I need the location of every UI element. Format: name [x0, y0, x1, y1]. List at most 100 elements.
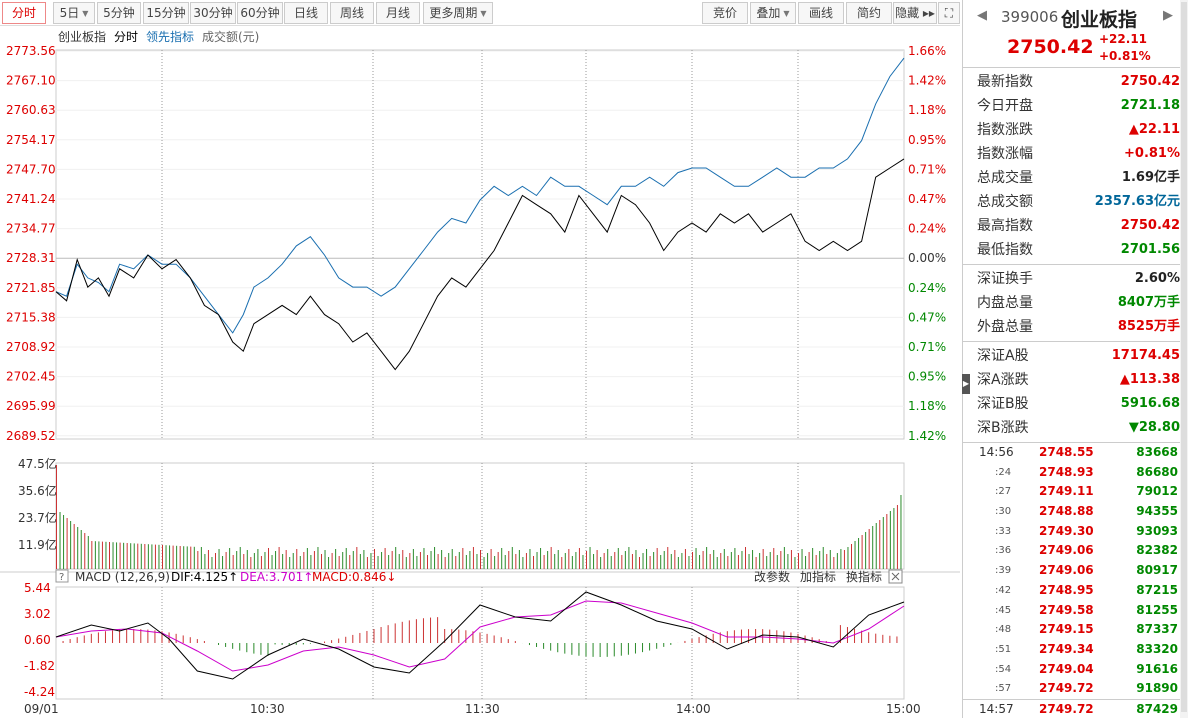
tick-row: :30 2748.88 94355: [963, 502, 1188, 522]
y-left-label: 2708.92: [6, 340, 56, 354]
macd-button[interactable]: 换指标: [846, 569, 882, 584]
tick-price: 2748.55: [1039, 445, 1094, 459]
simple-mode-button[interactable]: 简约: [846, 2, 892, 24]
tick-row: :33 2749.30 93093: [963, 522, 1188, 542]
y-right-label: 0.24%: [908, 222, 946, 236]
y-right-label: 0.47%: [908, 192, 946, 206]
tick-time: :24: [995, 466, 1012, 478]
x-axis-label: 14:00: [676, 702, 711, 716]
macd-value-label: MACD:0.846↓: [312, 570, 396, 584]
tick-time: :45: [995, 604, 1012, 616]
tick-price: 2749.72: [1039, 681, 1094, 696]
auction-button[interactable]: 竞价: [702, 2, 748, 24]
tick-time: :51: [995, 643, 1012, 655]
macd-dif-line: [55, 591, 905, 680]
tick-volume: 79012: [1136, 484, 1178, 499]
lead-indicator-line: [55, 57, 905, 334]
volume-y-label: 11.9亿: [18, 537, 57, 552]
tick-price: 2749.11: [1039, 484, 1094, 499]
stat-row: 最高指数 2750.42: [963, 214, 1188, 238]
stat-label: 深A涨跌: [977, 372, 1029, 388]
y-left-label: 2721.85: [6, 281, 56, 295]
stat-label: 指数涨跌: [977, 122, 1033, 138]
y-left-label: 2689.52: [6, 429, 56, 443]
tick-volume: 80917: [1136, 563, 1178, 578]
tick-list[interactable]: 14:56 2748.55 83668:24 2748.93 86680:27 2749.…: [963, 443, 1188, 718]
x-axis-label: 11:30: [465, 702, 500, 716]
macd-chart-frame: [55, 586, 905, 700]
tab-label: 日线: [293, 6, 318, 20]
stat-label: 外盘总量: [977, 319, 1033, 335]
intraday-chart[interactable]: 创业板指 分时 领先指标 成交额(元) 2773.56 2767.10 2760.63 275…: [0, 27, 960, 718]
tick-price: 2749.15: [1039, 622, 1094, 637]
y-left-label: 2773.56: [6, 44, 56, 58]
tab-5day[interactable]: 5日 ▼: [53, 2, 95, 24]
tab-monthly[interactable]: 月线: [376, 2, 420, 24]
tab-more-periods[interactable]: 更多周期 ▼: [423, 2, 493, 24]
tick-row: :57 2749.72 91890: [963, 679, 1188, 699]
tick-time: :30: [995, 506, 1012, 518]
volume-y-label: 47.5亿: [18, 456, 57, 471]
y-right-label: 0.47%: [908, 310, 946, 324]
stat-label: 最低指数: [977, 242, 1033, 258]
tick-volume: 93093: [1136, 523, 1178, 538]
expand-icon[interactable]: ⛶: [938, 2, 960, 24]
tick-volume: 83320: [1136, 641, 1178, 656]
stat-value: +0.81%: [1124, 146, 1180, 161]
stat-row: 深B涨跌 ▼28.80: [963, 416, 1188, 440]
chevron-down-icon: ▼: [82, 9, 89, 18]
tick-price: 2748.95: [1039, 582, 1094, 597]
macd-button[interactable]: 加指标: [800, 569, 836, 584]
stat-label: 指数涨幅: [977, 146, 1033, 162]
stat-row: 外盘总量 8525万手: [963, 315, 1188, 339]
tick-row: 14:56 2748.55 83668: [963, 443, 1188, 463]
tick-time: :54: [995, 663, 1012, 675]
y-right-label: 1.42%: [908, 429, 946, 443]
help-icon-glyph: ?: [59, 572, 64, 583]
tick-price: 2748.88: [1039, 504, 1094, 519]
legend-item: 创业板指: [58, 29, 106, 44]
y-left-label: 2728.31: [6, 251, 56, 265]
button-label: 简约: [856, 6, 881, 20]
tab-label: 月线: [385, 6, 410, 20]
tab-60min[interactable]: 60分钟: [237, 2, 283, 24]
stat-value: 1.69亿手: [1121, 170, 1180, 185]
tab-weekly[interactable]: 周线: [330, 2, 374, 24]
collapse-panel-icon[interactable]: ▶: [962, 374, 970, 394]
stat-row: 最低指数 2701.56: [963, 238, 1188, 262]
tick-price: 2749.06: [1039, 543, 1094, 558]
tab-label: 15分钟: [146, 6, 186, 20]
overlay-button[interactable]: 叠加 ▼: [750, 2, 796, 24]
next-arrow-icon[interactable]: ▶: [1163, 8, 1173, 23]
hide-button[interactable]: 隐藏 ▸▸: [893, 2, 937, 24]
stat-group: 深证A股 17174.45 深A涨跌 ▲113.38 深证B股 5916.68 深B涨跌 ▼2…: [963, 342, 1188, 443]
stat-label: 总成交量: [977, 170, 1033, 186]
tab-intraday[interactable]: 分时: [2, 2, 46, 24]
stat-label: 总成交额: [977, 194, 1033, 210]
tab-daily[interactable]: 日线: [284, 2, 328, 24]
y-right-label: 0.71%: [908, 162, 946, 176]
scrollbar-thumb[interactable]: [1181, 2, 1187, 712]
macd-dif-label: DIF:4.125↑: [171, 570, 238, 584]
stat-value: 2357.63亿元: [1094, 194, 1180, 209]
legend-item: 成交额(元): [202, 29, 259, 44]
stat-label: 最高指数: [977, 218, 1033, 234]
prev-arrow-icon[interactable]: ◀: [977, 8, 987, 23]
stat-row: 深A涨跌 ▲113.38: [963, 368, 1188, 392]
tab-label: 60分钟: [240, 6, 280, 20]
volume-y-label: 23.7亿: [18, 510, 57, 525]
tab-5min[interactable]: 5分钟: [97, 2, 141, 24]
help-icon: [55, 569, 69, 583]
current-price: 2750.42: [1007, 36, 1094, 58]
stat-value: ▲22.11: [1128, 122, 1180, 137]
stat-row: 总成交额 2357.63亿元: [963, 190, 1188, 214]
tab-15min[interactable]: 15分钟: [143, 2, 189, 24]
y-right-label: 1.18%: [908, 399, 946, 413]
draw-line-button[interactable]: 画线: [798, 2, 844, 24]
macd-button[interactable]: 改参数: [754, 569, 790, 584]
scrollbar[interactable]: [1180, 0, 1188, 718]
y-left-label: 2754.17: [6, 133, 56, 147]
tab-30min[interactable]: 30分钟: [190, 2, 236, 24]
tick-row: :36 2749.06 82382: [963, 541, 1188, 561]
